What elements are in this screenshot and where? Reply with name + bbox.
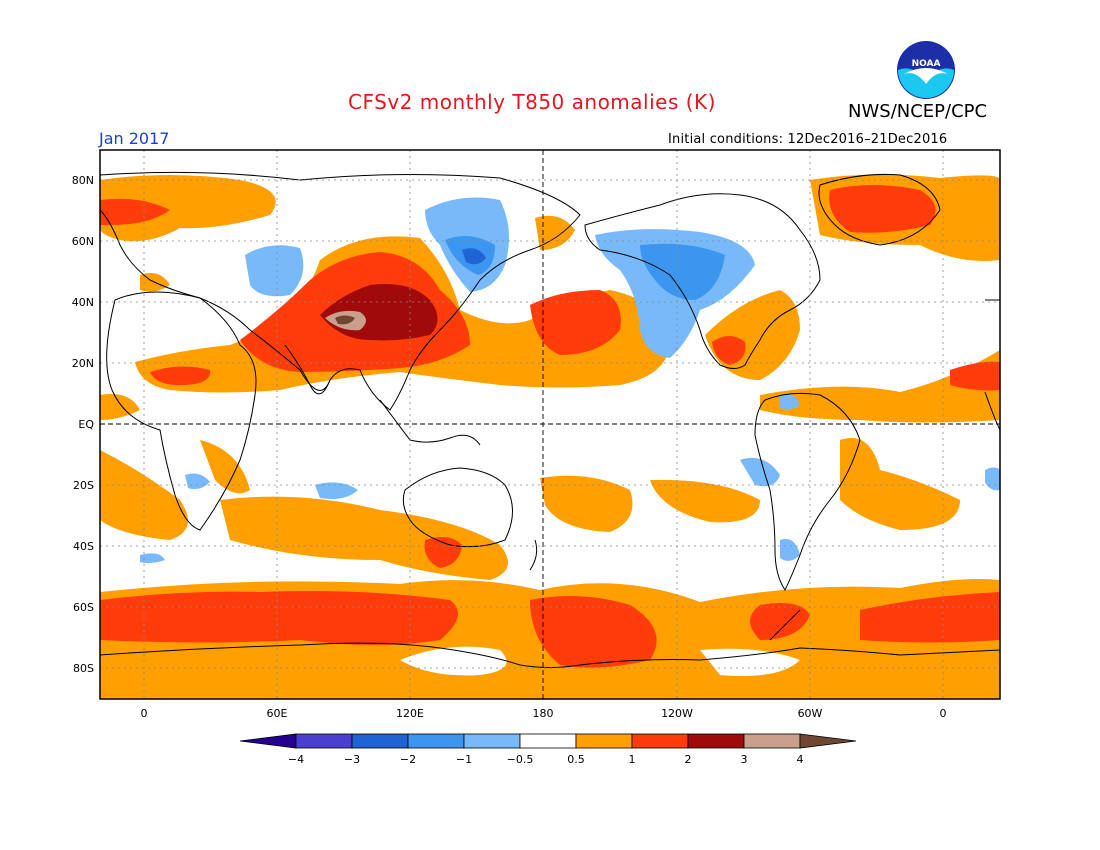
- lat-label: 20S: [73, 479, 94, 492]
- colorbar-segment: [631, 733, 689, 749]
- warm-region-south-africa: [200, 440, 250, 494]
- colorbar-labels: −4 −3 −2 −1 −0.5 0.5 1 2 3 4: [288, 753, 804, 766]
- reference-lines: [100, 150, 1000, 699]
- lat-label: 60N: [72, 235, 94, 248]
- strong-warm-south-atlantic: [860, 592, 1000, 643]
- noaa-logo: NOAA: [897, 41, 955, 99]
- warm-region-south-america-east: [840, 438, 960, 530]
- warm-region-bering: [535, 215, 575, 250]
- lat-label: EQ: [78, 418, 94, 431]
- lat-label: 80N: [72, 174, 94, 187]
- colorbar-label: 0.5: [567, 753, 585, 766]
- coastlines: [100, 171, 1000, 668]
- colorbar-label: −0.5: [507, 753, 534, 766]
- coastline-eurasia: [100, 171, 581, 411]
- colorbar-right-arrow: [799, 733, 857, 749]
- strong-warm-arctic-europe: [100, 198, 170, 225]
- lat-label: 20N: [72, 357, 94, 370]
- colorbar-segment: [519, 733, 577, 749]
- lat-label: 80S: [73, 662, 94, 675]
- warm-region-west-africa-edge: [100, 394, 140, 420]
- warm-region-south-pacific-subtropical: [540, 475, 633, 532]
- initial-conditions: Initial conditions: 12Dec2016–21Dec2016: [668, 132, 948, 147]
- cool-region-south-america-south: [780, 539, 800, 561]
- coastline-north-america: [584, 193, 821, 369]
- extreme-warm-tibet-core: [335, 315, 355, 325]
- cool-region-south-atlantic: [140, 553, 165, 564]
- coastline-greenland: [818, 173, 941, 246]
- coastline-antarctica: [100, 642, 1000, 668]
- cool-region-south-america: [740, 457, 780, 487]
- colorbar-label: 1: [629, 753, 636, 766]
- warm-region-arctic-europe: [100, 175, 276, 242]
- coastline-india: [284, 344, 331, 395]
- map-frame: [99, 149, 1001, 700]
- colorbar-segment: [407, 733, 465, 749]
- warm-region-south-atlantic: [100, 450, 188, 540]
- logo-text: NOAA: [912, 59, 941, 69]
- strong-warm-southern-ocean: [100, 591, 458, 645]
- colorbar-segment: [743, 733, 801, 749]
- cool-region-europe: [245, 245, 304, 297]
- cool-region-atlantic: [780, 393, 800, 410]
- lon-label: 0: [141, 707, 148, 720]
- coastline-new-zealand: [529, 539, 538, 571]
- map-title: CFSv2 monthly T850 anomalies (K): [348, 90, 716, 114]
- colorbar-left-arrow: [239, 733, 297, 749]
- strong-warm-greenland: [829, 185, 936, 233]
- lon-label: 60E: [267, 707, 288, 720]
- colorbar-segment: [463, 733, 521, 749]
- colorbar-segment: [687, 733, 745, 749]
- lon-label: 120E: [396, 707, 424, 720]
- colorbar: [239, 733, 857, 749]
- strong-warm-sahara: [150, 366, 211, 385]
- latitude-labels: 80N 60N 40N 20N EQ 20S 40S 60S 80S: [72, 174, 95, 675]
- coastline-antarctic-peninsula: [769, 609, 801, 641]
- colorbar-segment: [351, 733, 409, 749]
- colorbar-segment: [295, 733, 353, 749]
- colorbar-label: −4: [288, 753, 304, 766]
- strong-warm-north-pacific: [530, 290, 621, 355]
- lon-label: 60W: [798, 707, 823, 720]
- warm-region-south-pacific-east: [650, 479, 760, 523]
- cool-region-indian-ocean: [315, 482, 358, 499]
- lat-label: 60S: [73, 601, 94, 614]
- colorbar-label: 2: [685, 753, 692, 766]
- strong-warm-south-pacific-east: [750, 602, 810, 640]
- coastline-southeast-asia: [379, 399, 481, 446]
- warm-region-atlantic-tropical: [760, 350, 1000, 423]
- lon-label: 0: [940, 707, 947, 720]
- forecast-period: Jan 2017: [99, 129, 170, 148]
- lon-label: 120W: [661, 707, 693, 720]
- coastline-australia: [402, 467, 513, 548]
- organization-label: NWS/NCEP/CPC: [848, 101, 988, 122]
- colorbar-segment: [575, 733, 633, 749]
- colorbar-label: 4: [797, 753, 804, 766]
- lat-label: 40S: [73, 540, 94, 553]
- colorbar-label: 3: [741, 753, 748, 766]
- cool-region-siberia-strong: [462, 248, 486, 265]
- strong-warm-indian-ocean: [424, 536, 462, 568]
- lat-label: 40N: [72, 296, 94, 309]
- colorbar-label: −3: [344, 753, 360, 766]
- neutral-antarctica-east: [700, 648, 800, 676]
- coastline-south-america: [754, 392, 861, 591]
- cool-region-north-america-core: [640, 243, 725, 300]
- longitude-labels: 0 60E 120E 180 120W 60W 0: [141, 707, 947, 720]
- coastline-africa: [106, 291, 257, 531]
- lon-label: 180: [533, 707, 554, 720]
- graticule: [100, 150, 1000, 699]
- strong-warm-south-pacific: [530, 596, 657, 668]
- strong-warm-mexico: [712, 336, 746, 365]
- anomaly-field: [100, 150, 1000, 699]
- colorbar-label: −1: [456, 753, 472, 766]
- strong-warm-west-africa: [950, 361, 1000, 391]
- colorbar-label: −2: [400, 753, 416, 766]
